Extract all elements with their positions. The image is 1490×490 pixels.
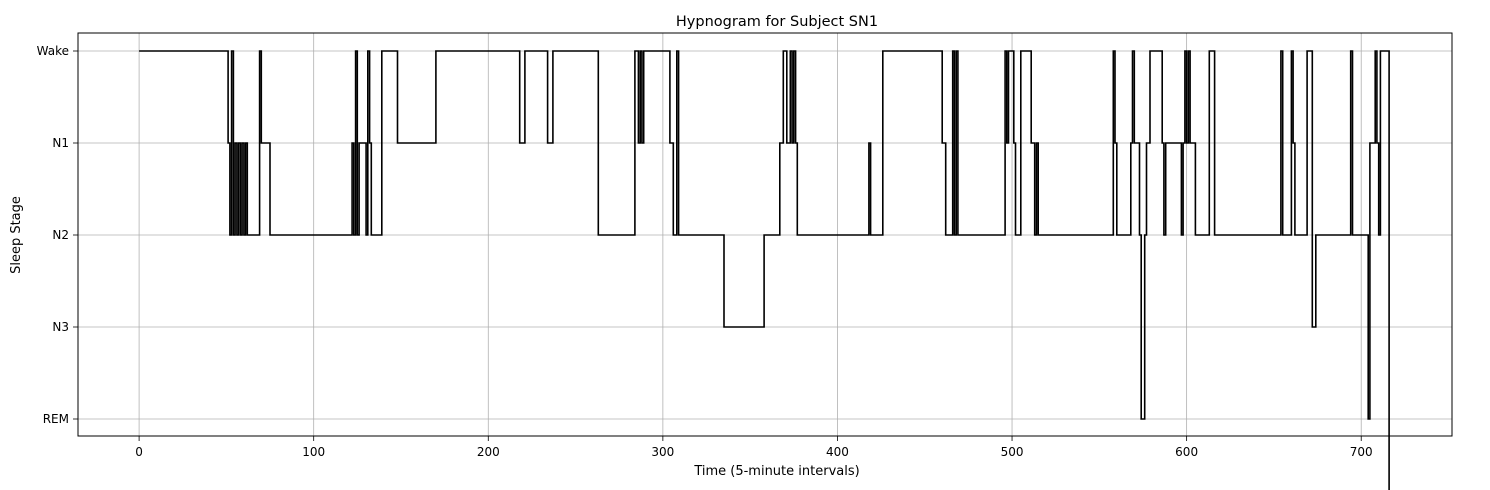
y-tick-label-rem: REM [43, 412, 69, 426]
x-tick-label: 400 [826, 445, 849, 459]
x-tick-label: 300 [651, 445, 674, 459]
y-axis: REM N3 N2 N1 Wake [37, 44, 78, 426]
y-tick-label-n1: N1 [52, 136, 69, 150]
x-axis: 0 100 200 300 400 500 600 700 [135, 436, 1373, 459]
plot-area [139, 50, 1390, 490]
y-axis-label: Sleep Stage [9, 196, 24, 274]
plot-frame [77, 32, 1453, 437]
x-tick-label: 200 [477, 445, 500, 459]
x-tick-label: 500 [1001, 445, 1024, 459]
x-tick-label: 100 [302, 445, 325, 459]
x-tick-label: 600 [1175, 445, 1198, 459]
y-tick-label-wake: Wake [37, 44, 69, 58]
x-tick-label: 700 [1350, 445, 1373, 459]
y-tick-label-n3: N3 [52, 320, 69, 334]
hypnogram-series-line [139, 50, 1390, 490]
x-axis-label: Time (5-minute intervals) [693, 464, 859, 479]
y-tick-label-n2: N2 [52, 228, 69, 242]
x-tick-label: 0 [135, 445, 143, 459]
chart-title: Hypnogram for Subject SN1 [676, 14, 878, 30]
